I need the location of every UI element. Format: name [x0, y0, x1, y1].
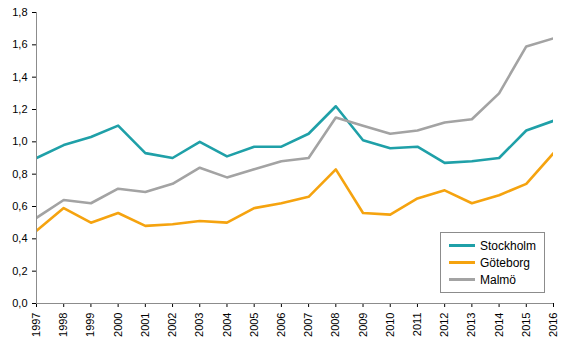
- svg-text:1,0: 1,0: [12, 135, 27, 147]
- svg-text:2013: 2013: [465, 313, 477, 337]
- svg-text:2016: 2016: [547, 313, 559, 337]
- svg-text:2002: 2002: [166, 313, 178, 337]
- svg-text:0,4: 0,4: [12, 232, 27, 244]
- svg-text:2000: 2000: [112, 313, 124, 337]
- html-text:Göteborg: Göteborg: [480, 255, 530, 270]
- svg-text:2007: 2007: [302, 313, 314, 337]
- svg-text:2010: 2010: [384, 313, 396, 337]
- svg-text:2015: 2015: [520, 313, 532, 337]
- svg-text:2009: 2009: [357, 313, 369, 337]
- svg-text:1,6: 1,6: [12, 38, 27, 50]
- svg-text:2014: 2014: [493, 313, 505, 337]
- svg-text:2012: 2012: [438, 313, 450, 337]
- svg-text:2008: 2008: [329, 313, 341, 337]
- svg-text:2003: 2003: [193, 313, 205, 337]
- svg-text:0,0: 0,0: [12, 297, 27, 309]
- html-text:Malmö: Malmö: [480, 272, 516, 287]
- svg-text:2005: 2005: [248, 313, 260, 337]
- svg-text:0,2: 0,2: [12, 265, 27, 277]
- svg-text:1999: 1999: [84, 313, 96, 337]
- svg-text:2004: 2004: [220, 313, 232, 337]
- svg-text:1997: 1997: [30, 313, 42, 337]
- svg-text:1,8: 1,8: [12, 6, 27, 18]
- svg-text:2011: 2011: [411, 313, 423, 337]
- svg-text:0,8: 0,8: [12, 168, 27, 180]
- svg-text:1,4: 1,4: [12, 71, 27, 83]
- svg-text:1,2: 1,2: [12, 103, 27, 115]
- svg-text:1998: 1998: [57, 313, 69, 337]
- svg-text:2001: 2001: [139, 313, 151, 337]
- html-text:Stockholm: Stockholm: [480, 238, 536, 253]
- svg-text:2006: 2006: [275, 313, 287, 337]
- svg-text:0,6: 0,6: [12, 200, 27, 212]
